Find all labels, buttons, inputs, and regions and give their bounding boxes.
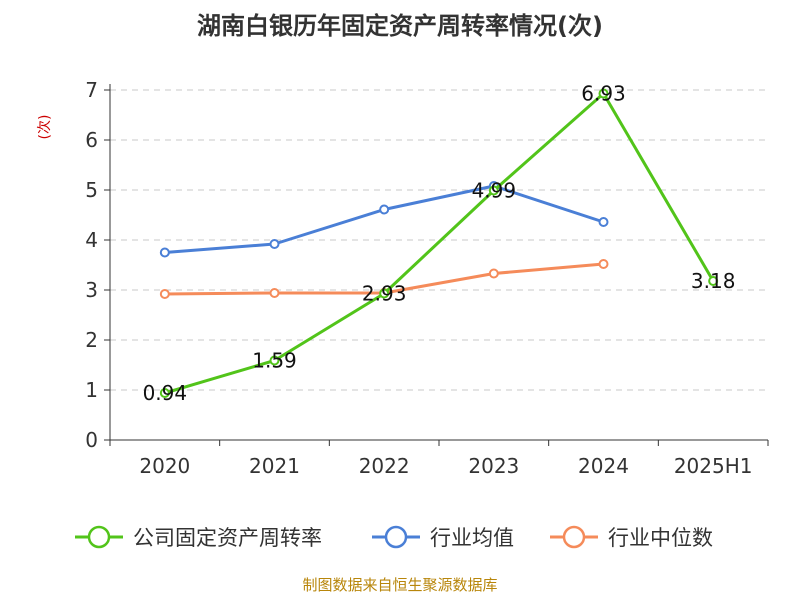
x-tick-label: 2022 xyxy=(359,454,410,478)
legend-marker xyxy=(87,525,111,549)
data-point xyxy=(598,88,609,99)
legend-marker xyxy=(384,525,408,549)
data-point xyxy=(269,239,280,249)
data-label: 0.94 xyxy=(143,381,188,405)
data-point xyxy=(379,204,390,215)
legend-label: 行业均值 xyxy=(430,526,514,550)
data-label: 3.18 xyxy=(691,269,736,293)
y-tick-label: 7 xyxy=(85,78,98,102)
data-point xyxy=(488,268,499,279)
data-label: 6.93 xyxy=(581,82,626,106)
legend-label: 公司固定资产周转率 xyxy=(133,526,322,550)
legend: 公司固定资产周转率 行业均值 行业中位数 xyxy=(75,525,713,550)
y-tick-label: 6 xyxy=(85,128,98,152)
data-labels: 0.94 1.59 2.93 4.99 6.93 3.18 xyxy=(143,82,736,406)
data-point xyxy=(598,259,609,269)
y-tick-label: 5 xyxy=(85,178,98,202)
y-tick-label: 4 xyxy=(85,228,98,252)
x-tick-label: 2021 xyxy=(249,454,300,478)
source-note: 制图数据来自恒生聚源数据库 xyxy=(302,576,497,594)
y-tick-label: 1 xyxy=(85,378,98,402)
data-point xyxy=(269,288,280,298)
chart-title: 湖南白银历年固定资产周转率情况(次) xyxy=(197,12,603,40)
data-point xyxy=(488,185,499,196)
data-label: 4.99 xyxy=(472,179,517,203)
data-point xyxy=(598,217,609,227)
data-point xyxy=(269,355,280,366)
series-lines xyxy=(159,88,719,398)
series-line xyxy=(164,184,604,254)
data-point xyxy=(379,288,390,299)
data-point xyxy=(159,388,170,398)
x-tick-label: 2025H1 xyxy=(674,454,753,478)
x-tick-label: 2024 xyxy=(578,454,629,478)
x-tick-label: 2020 xyxy=(139,454,190,478)
legend-marker xyxy=(562,525,586,549)
data-point xyxy=(708,276,719,286)
y-tick-label: 3 xyxy=(85,278,98,302)
axes: 0 1 2 3 4 5 6 7 2020 2021 2022 2023 2024 2025H1 xyxy=(85,78,769,478)
data-label: 1.59 xyxy=(252,349,297,373)
x-tick-label: 2023 xyxy=(468,454,519,478)
data-point xyxy=(159,289,170,299)
data-label: 2.93 xyxy=(362,282,407,306)
y-tick-label: 0 xyxy=(85,428,98,452)
data-point xyxy=(159,247,170,258)
y-tick-label: 2 xyxy=(85,328,98,352)
series-line xyxy=(164,92,715,395)
y-axis-label: (次) xyxy=(37,115,53,140)
legend-label: 行业中位数 xyxy=(608,526,713,550)
